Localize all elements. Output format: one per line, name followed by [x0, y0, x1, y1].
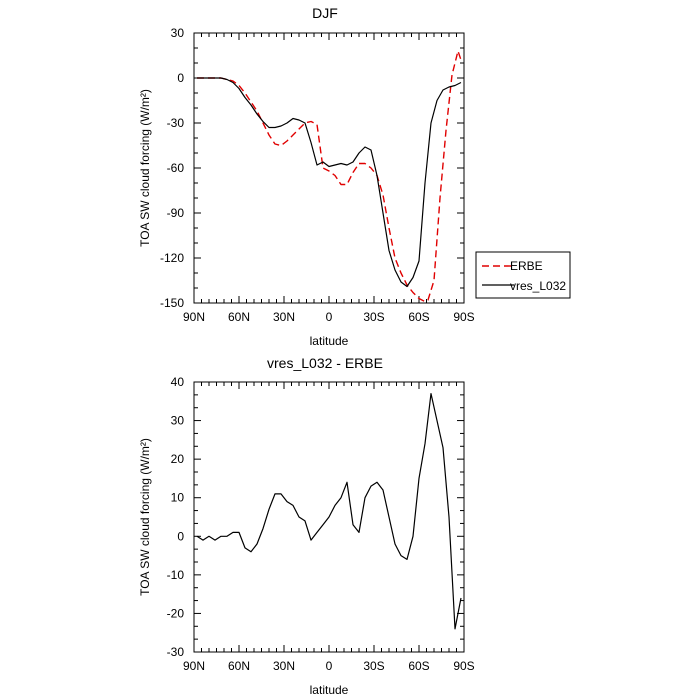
top-y-tick-labels: 30 0 -30 -60 -90 -120 -150 — [160, 26, 184, 310]
top-panel: DJF 90N 60N 30N 0 30S 60S 90S 30 0 -30 -60 -90 -120… — [138, 5, 571, 348]
bottom-y-tick-label: 10 — [171, 491, 185, 505]
top-y-tick-label: 30 — [171, 26, 185, 40]
bottom-y-tick-label: 20 — [171, 452, 185, 466]
top-y-axis-label: TOA SW cloud forcing (W/m²) — [138, 89, 152, 247]
top-y-tick-label: -150 — [160, 296, 184, 310]
bottom-x-tick-label: 60S — [408, 659, 429, 673]
top-axis-ticks — [193, 32, 465, 304]
top-x-tick-label: 60N — [228, 310, 250, 324]
top-x-tick-label: 30S — [363, 310, 384, 324]
bottom-series-lines — [196, 393, 462, 630]
top-x-axis-label: latitude — [310, 334, 349, 348]
top-y-tick-label: 0 — [177, 71, 184, 85]
bottom-y-tick-label: -30 — [167, 645, 185, 659]
bottom-y-tick-label: 30 — [171, 414, 185, 428]
top-y-tick-label: -90 — [167, 206, 185, 220]
legend-box — [475, 251, 571, 299]
bottom-x-tick-label: 30N — [273, 659, 295, 673]
bottom-x-tick-label: 0 — [326, 659, 333, 673]
bottom-x-tick-label: 90N — [183, 659, 205, 673]
bottom-axis-ticks — [193, 381, 465, 653]
top-x-tick-label: 90S — [453, 310, 474, 324]
top-x-tick-label: 90N — [183, 310, 205, 324]
bottom-x-axis-label: latitude — [310, 683, 349, 697]
top-chart-title: DJF — [312, 5, 338, 21]
top-y-tick-label: -120 — [160, 251, 184, 265]
bottom-y-tick-label: -10 — [167, 568, 185, 582]
top-series-line-erbe — [197, 50, 462, 303]
top-y-tick-label: -60 — [167, 161, 185, 175]
bottom-y-tick-label: 0 — [177, 529, 184, 543]
top-series-line-vres-l032 — [197, 77, 462, 288]
bottom-y-tick-label: -20 — [167, 606, 185, 620]
bottom-y-axis-label: TOA SW cloud forcing (W/m²) — [138, 438, 152, 596]
top-x-tick-label: 0 — [326, 310, 333, 324]
legend: ERBE vres_L032 — [475, 251, 571, 299]
bottom-x-tick-labels: 90N 60N 30N 0 30S 60S 90S — [183, 659, 475, 673]
bottom-panel: vres_L032 - ERBE 90N 60N 30N 0 30S 60S 90S 40 3… — [138, 355, 475, 697]
legend-label-erbe: ERBE — [510, 259, 543, 273]
top-x-tick-label: 30N — [273, 310, 295, 324]
top-series-lines — [197, 50, 462, 303]
bottom-x-tick-label: 60N — [228, 659, 250, 673]
bottom-y-tick-labels: 40 30 20 10 0 -10 -20 -30 — [167, 375, 185, 659]
top-plot-frame — [193, 32, 465, 304]
bottom-x-tick-label: 90S — [453, 659, 474, 673]
bottom-chart-title: vres_L032 - ERBE — [267, 355, 383, 371]
top-x-tick-label: 60S — [408, 310, 429, 324]
top-x-tick-labels: 90N 60N 30N 0 30S 60S 90S — [183, 310, 475, 324]
bottom-y-tick-label: 40 — [171, 375, 185, 389]
top-y-tick-label: -30 — [167, 116, 185, 130]
bottom-series-line-difference — [196, 393, 462, 630]
legend-label-vres: vres_L032 — [510, 279, 566, 293]
bottom-x-tick-label: 30S — [363, 659, 384, 673]
